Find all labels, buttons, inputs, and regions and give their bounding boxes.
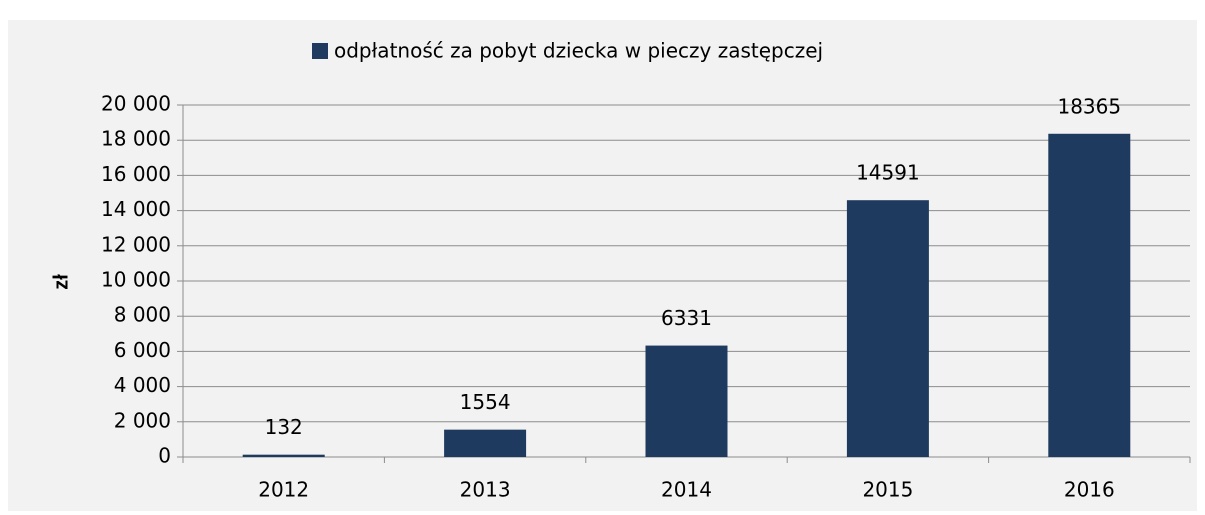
data-label: 18365	[1057, 94, 1121, 118]
bar	[846, 200, 929, 457]
bar	[645, 345, 728, 457]
y-tick-label: 2 000	[114, 408, 171, 432]
y-tick-label: 14 000	[101, 197, 171, 221]
legend-swatch	[312, 43, 328, 59]
y-tick-label: 10 000	[101, 268, 171, 292]
y-tick-label: 8 000	[114, 303, 171, 327]
bar	[242, 454, 325, 457]
x-tick-label: 2015	[862, 478, 913, 502]
y-axis-label: zł	[50, 274, 72, 290]
y-tick-label: 18 000	[101, 127, 171, 151]
y-tick-label: 12 000	[101, 232, 171, 256]
data-label: 132	[265, 415, 303, 439]
x-tick-label: 2013	[460, 478, 511, 502]
bar	[1048, 133, 1131, 457]
chart-background	[8, 20, 1197, 511]
y-tick-label: 16 000	[101, 162, 171, 186]
x-tick-label: 2016	[1064, 478, 1115, 502]
x-tick-label: 2014	[661, 478, 712, 502]
legend-label: odpłatność za pobyt dziecka w pieczy zas…	[334, 39, 823, 63]
y-tick-label: 6 000	[114, 338, 171, 362]
y-tick-label: 20 000	[101, 92, 171, 116]
bar	[444, 429, 527, 457]
y-tick-label: 4 000	[114, 373, 171, 397]
data-label: 6331	[661, 306, 712, 330]
y-tick-label: 0	[158, 444, 171, 468]
x-tick-label: 2012	[258, 478, 309, 502]
data-label: 1554	[460, 390, 511, 414]
data-label: 14591	[856, 161, 920, 185]
